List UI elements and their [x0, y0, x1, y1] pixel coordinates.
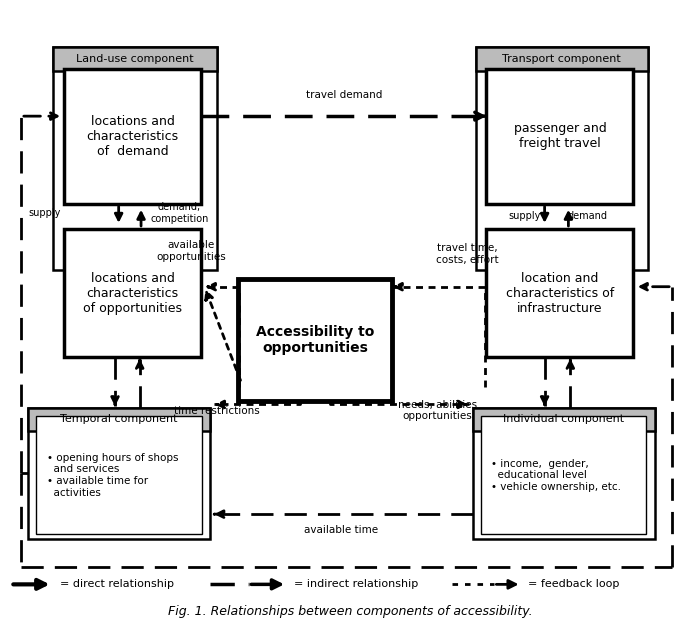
Text: = feedback loop: = feedback loop — [528, 579, 620, 589]
Text: supply: supply — [509, 211, 541, 221]
Text: Accessibility to
opportunities: Accessibility to opportunities — [256, 325, 374, 356]
Text: demand,
competition: demand, competition — [150, 203, 209, 224]
Text: Individual component: Individual component — [503, 414, 624, 424]
Text: travel demand: travel demand — [305, 90, 382, 100]
Text: • opening hours of shops
  and services
• available time for
  activities: • opening hours of shops and services • … — [47, 453, 178, 498]
Bar — [36, 416, 202, 534]
Bar — [486, 229, 634, 357]
Text: location and
characteristics of
infrastructure: location and characteristics of infrastr… — [506, 271, 614, 315]
Bar — [28, 408, 210, 539]
Bar — [473, 408, 654, 539]
Text: Fig. 1. Relationships between components of accessibility.: Fig. 1. Relationships between components… — [168, 605, 532, 618]
Text: supply: supply — [29, 208, 61, 218]
Text: travel time,
costs, effort: travel time, costs, effort — [436, 243, 498, 265]
Text: needs, abilities
opportunities: needs, abilities opportunities — [398, 400, 477, 421]
Text: locations and
characteristics
of  demand: locations and characteristics of demand — [87, 115, 178, 158]
Text: available
opportunities: available opportunities — [157, 240, 226, 261]
Text: = indirect relationship: = indirect relationship — [294, 579, 419, 589]
Bar — [481, 416, 646, 534]
Bar — [473, 408, 654, 431]
Bar — [64, 69, 201, 204]
Text: Transport component: Transport component — [503, 54, 621, 64]
Bar — [64, 229, 201, 357]
Bar — [28, 408, 210, 431]
Text: demand: demand — [568, 211, 608, 221]
Bar — [52, 47, 217, 270]
Text: = direct relationship: = direct relationship — [60, 579, 174, 589]
Text: Land-use component: Land-use component — [76, 54, 194, 64]
Bar — [476, 47, 648, 71]
Text: Temporal component: Temporal component — [60, 414, 178, 424]
Bar — [476, 47, 648, 270]
Bar — [486, 69, 634, 204]
Text: locations and
characteristics
of opportunities: locations and characteristics of opportu… — [83, 271, 182, 315]
Bar — [238, 279, 392, 401]
Text: time restrictions: time restrictions — [174, 406, 260, 416]
Text: available time: available time — [304, 525, 378, 535]
Text: • income,  gender,
  educational level
• vehicle ownership, etc.: • income, gender, educational level • ve… — [491, 459, 622, 492]
Bar — [52, 47, 217, 71]
Text: passenger and
freight travel: passenger and freight travel — [514, 122, 606, 150]
